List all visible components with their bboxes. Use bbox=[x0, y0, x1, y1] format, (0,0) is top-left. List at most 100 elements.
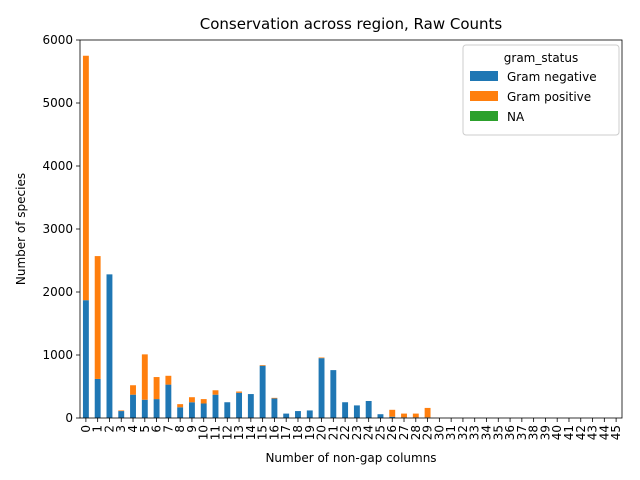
bar-gram-positive-4 bbox=[130, 385, 136, 395]
bar-gram-negative-5 bbox=[141, 399, 148, 418]
bar-gram-negative-11 bbox=[212, 394, 219, 418]
bar-gram-positive-20 bbox=[318, 357, 325, 359]
bar-gram-positive-27 bbox=[401, 413, 407, 418]
x-tick-label: 11 bbox=[209, 425, 223, 440]
x-tick-label: 3 bbox=[114, 425, 128, 433]
x-tick-label: 32 bbox=[456, 425, 470, 440]
bar-gram-negative-14 bbox=[247, 394, 254, 418]
x-tick-label: 42 bbox=[574, 425, 588, 440]
bar-gram-positive-9 bbox=[188, 397, 195, 403]
x-tick-label: 19 bbox=[303, 425, 317, 440]
x-tick-label: 45 bbox=[609, 425, 623, 440]
bar-gram-negative-19 bbox=[306, 410, 313, 418]
x-tick-label: 6 bbox=[150, 425, 164, 433]
x-tick-label: 15 bbox=[256, 425, 270, 440]
x-tick-label: 22 bbox=[338, 425, 352, 440]
x-tick-label: 0 bbox=[79, 425, 93, 433]
bar-gram-negative-20 bbox=[318, 358, 325, 418]
y-tick-label: 3000 bbox=[42, 222, 73, 236]
bar-gram-negative-18 bbox=[295, 411, 301, 418]
bar-gram-negative-7 bbox=[165, 384, 172, 418]
bar-gram-negative-12 bbox=[224, 402, 231, 418]
x-tick-label: 39 bbox=[538, 425, 552, 440]
x-tick-label: 27 bbox=[397, 425, 411, 440]
bar-gram-negative-22 bbox=[342, 402, 349, 418]
x-tick-label: 4 bbox=[126, 425, 140, 433]
x-tick-label: 14 bbox=[244, 425, 258, 440]
bar-gram-positive-28 bbox=[412, 413, 419, 418]
legend-swatch bbox=[470, 91, 498, 101]
bar-gram-negative-24 bbox=[365, 400, 372, 418]
bar-gram-negative-17 bbox=[283, 413, 290, 418]
bar-gram-negative-8 bbox=[177, 407, 184, 418]
x-tick-label: 24 bbox=[362, 425, 376, 440]
x-tick-label: 37 bbox=[515, 425, 529, 440]
x-tick-label: 8 bbox=[173, 425, 187, 433]
y-tick-label: 2000 bbox=[42, 285, 73, 299]
x-tick-label: 12 bbox=[220, 425, 234, 440]
legend-label: Gram positive bbox=[507, 90, 591, 104]
x-tick-label: 5 bbox=[138, 425, 152, 433]
y-axis-label: Number of species bbox=[14, 173, 28, 285]
x-tick-label: 35 bbox=[491, 425, 505, 440]
x-tick-label: 36 bbox=[503, 425, 517, 440]
x-tick-label: 34 bbox=[480, 425, 494, 440]
bar-gram-negative-9 bbox=[188, 402, 195, 418]
bar-gram-positive-13 bbox=[236, 391, 243, 393]
x-tick-label: 38 bbox=[527, 425, 541, 440]
legend: gram_status Gram negative Gram positive NA bbox=[462, 44, 620, 136]
x-tick-label: 13 bbox=[232, 425, 246, 440]
bar-gram-negative-23 bbox=[353, 405, 360, 418]
bar-gram-positive-10 bbox=[200, 399, 207, 404]
x-tick-label: 31 bbox=[444, 425, 458, 440]
bar-gram-positive-11 bbox=[212, 390, 219, 395]
bar-gram-positive-1 bbox=[94, 256, 101, 379]
legend-title: gram_status bbox=[504, 51, 578, 65]
bar-gram-positive-0 bbox=[82, 55, 89, 301]
x-tick-label: 21 bbox=[326, 425, 340, 440]
y-tick-label: 5000 bbox=[42, 96, 73, 110]
y-tick-label: 6000 bbox=[42, 33, 73, 47]
x-tick-label: 44 bbox=[597, 425, 611, 440]
bar-gram-positive-8 bbox=[177, 404, 184, 408]
bar-gram-negative-10 bbox=[200, 403, 207, 418]
x-tick-label: 26 bbox=[385, 425, 399, 440]
x-tick-label: 30 bbox=[432, 425, 446, 440]
x-axis-ticks: 0123456789101112131415161718192021222324… bbox=[79, 418, 623, 440]
bar-gram-positive-29 bbox=[424, 407, 431, 418]
y-axis-ticks: 0 1000 2000 3000 4000 5000 6000 bbox=[42, 33, 80, 425]
x-tick-label: 1 bbox=[91, 425, 105, 433]
y-tick-label: 0 bbox=[65, 411, 73, 425]
x-tick-label: 33 bbox=[468, 425, 482, 440]
bar-gram-negative-15 bbox=[259, 365, 266, 418]
bar-gram-negative-2 bbox=[106, 274, 113, 418]
x-tick-label: 2 bbox=[102, 425, 116, 433]
bar-gram-negative-0 bbox=[82, 300, 89, 418]
x-tick-label: 41 bbox=[562, 425, 576, 440]
x-tick-label: 40 bbox=[550, 425, 564, 440]
legend-swatch bbox=[470, 71, 498, 81]
bar-gram-negative-16 bbox=[271, 398, 278, 418]
x-tick-label: 7 bbox=[161, 425, 175, 433]
x-tick-label: 20 bbox=[315, 425, 329, 440]
bar-gram-negative-25 bbox=[377, 414, 384, 418]
x-tick-label: 43 bbox=[586, 425, 600, 440]
bar-gram-positive-26 bbox=[389, 409, 396, 417]
bar-gram-positive-15 bbox=[259, 365, 266, 366]
bar-gram-positive-16 bbox=[271, 397, 278, 399]
plot-frame bbox=[79, 39, 623, 419]
x-tick-label: 18 bbox=[291, 425, 305, 440]
y-tick-label: 4000 bbox=[42, 159, 73, 173]
bar-gram-positive-7 bbox=[165, 375, 172, 385]
x-tick-label: 9 bbox=[185, 425, 199, 433]
bar-gram-negative-21 bbox=[330, 370, 337, 418]
bar-gram-negative-26 bbox=[389, 416, 396, 418]
x-axis-label: Number of non-gap columns bbox=[265, 451, 436, 465]
bar-gram-negative-13 bbox=[236, 392, 243, 418]
legend-swatch bbox=[470, 111, 498, 121]
bar-gram-negative-3 bbox=[118, 411, 125, 418]
bar-gram-positive-5 bbox=[141, 354, 148, 400]
legend-box bbox=[462, 44, 620, 136]
